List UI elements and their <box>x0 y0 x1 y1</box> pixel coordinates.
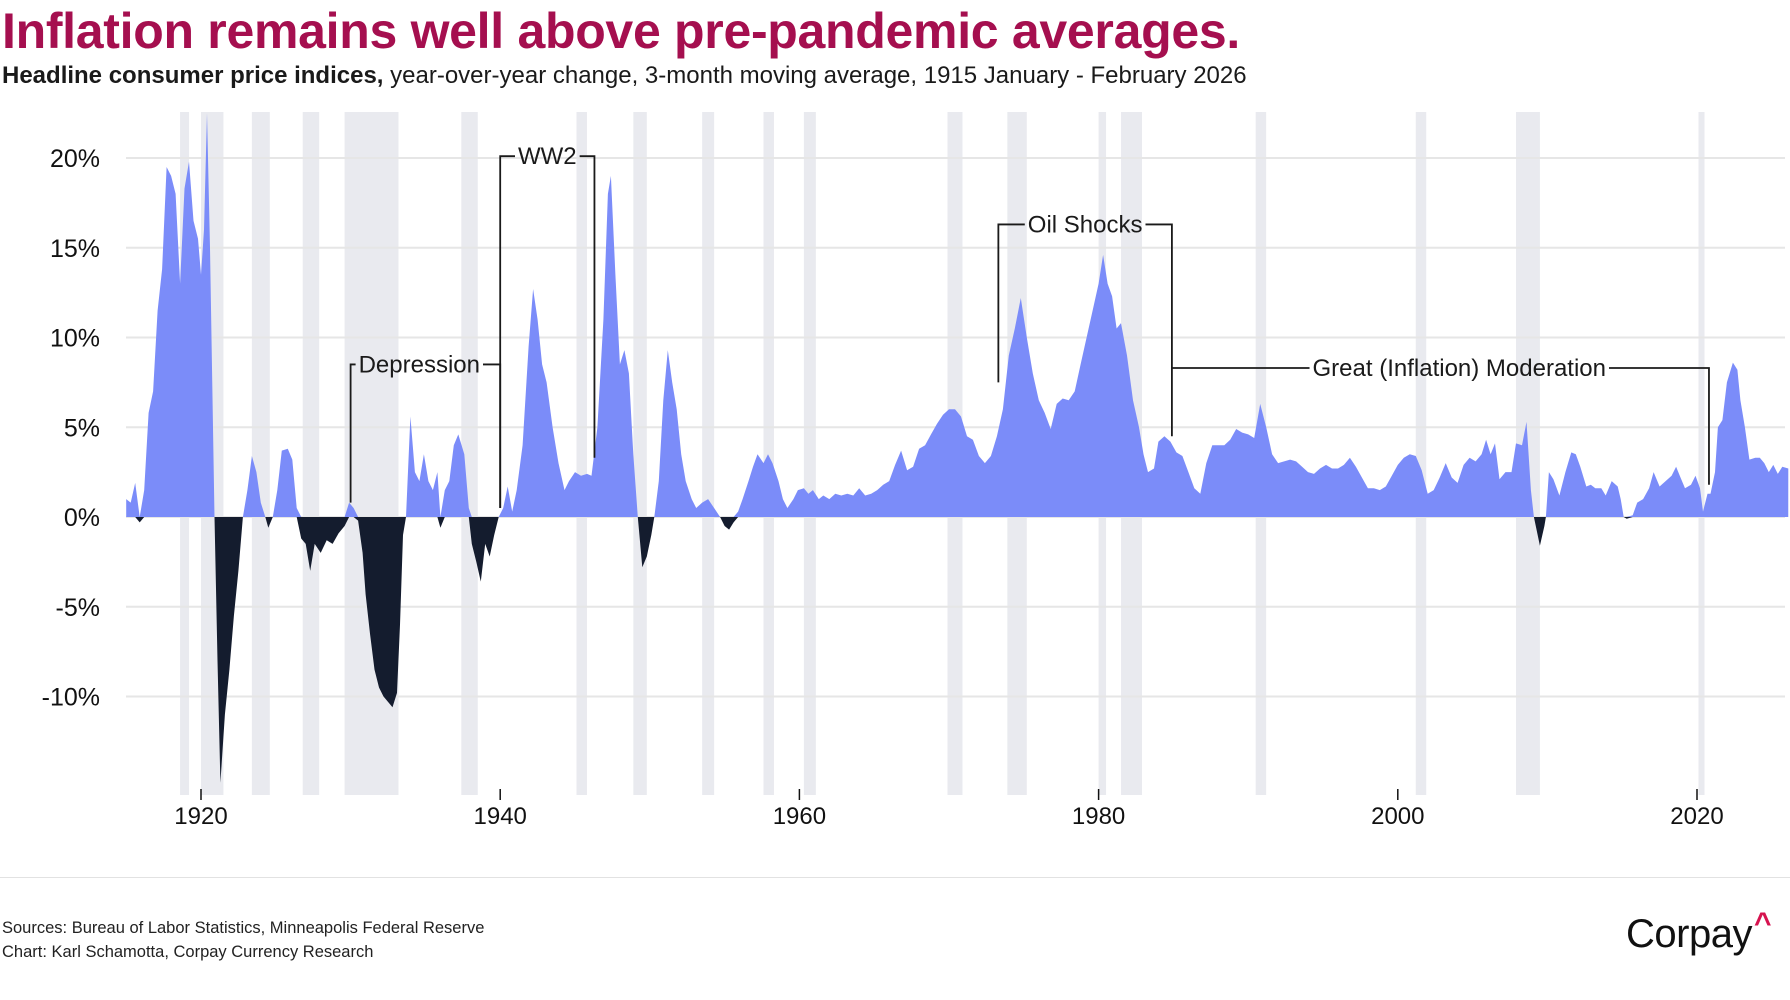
y-tick-label: 5% <box>64 414 100 442</box>
footer-divider <box>0 877 1790 878</box>
recession-band <box>633 112 647 795</box>
credit-text: Chart: Karl Schamotta, Corpay Currency R… <box>2 943 374 961</box>
y-tick-label: 10% <box>50 325 100 353</box>
recession-band <box>702 112 715 795</box>
annotation-bracket-left <box>499 155 515 509</box>
annotation-label: Depression <box>359 351 480 378</box>
recession-band <box>1415 112 1427 795</box>
x-tick-label: 1960 <box>773 803 826 830</box>
x-tick-label: 1980 <box>1072 803 1125 830</box>
logo-caret-icon: ^ <box>1753 907 1772 940</box>
x-axis: 1920 1940 1960 1980 2000 2020 <box>174 789 1724 830</box>
recession-bands <box>180 112 1705 795</box>
annotation-great-inflation-moderation: Great (Inflation) Moderation <box>1171 355 1710 485</box>
recession-band <box>576 112 587 795</box>
y-tick-label: 15% <box>50 235 100 263</box>
annotation-oil-shocks: Oil Shocks <box>997 211 1173 437</box>
y-axis: 20% 15% 10% 5% 0% -5% -10% <box>42 145 100 712</box>
chart-title: Inflation remains well above pre-pandemi… <box>2 3 1240 59</box>
subtitle-bold: Headline consumer price indices, <box>2 62 384 89</box>
annotations: Depression WW2 Oil Shocks Great (Inflation)… <box>349 143 1710 509</box>
annotation-bracket-right <box>1145 223 1173 437</box>
subtitle-rest: year-over-year change, 3-month moving av… <box>383 62 1247 89</box>
annotation-bracket-right <box>483 363 502 509</box>
positive-inflation-area <box>126 113 1789 517</box>
annotation-bracket-right <box>579 155 596 458</box>
x-tick-label: 2020 <box>1670 803 1723 830</box>
x-tick-label: 1920 <box>174 803 227 830</box>
chart-subtitle: Headline consumer price indices, year-ov… <box>2 62 1247 90</box>
inflation-area-chart: 20% 15% 10% 5% 0% -5% -10% 1920 1940 1960 1980 200… <box>42 112 1789 830</box>
sources-text: Sources: Bureau of Labor Statistics, Min… <box>2 919 485 937</box>
corpay-logo: Corpay^ <box>1626 907 1771 957</box>
area-series <box>126 113 1789 783</box>
annotation-bracket-left <box>997 223 1025 383</box>
annotation-label: Oil Shocks <box>1028 211 1143 238</box>
annotation-bracket-right <box>1609 367 1710 485</box>
annotation-label: WW2 <box>518 143 577 170</box>
logo-text: Corpay <box>1626 912 1752 956</box>
recession-band <box>803 112 816 795</box>
x-tick-label: 2000 <box>1371 803 1424 830</box>
y-tick-label: -5% <box>56 594 100 622</box>
recession-band <box>763 112 774 795</box>
annotation-bracket-left <box>349 363 356 503</box>
x-tick-label: 1940 <box>474 803 527 830</box>
y-tick-label: -10% <box>42 684 100 712</box>
annotation-label: Great (Inflation) Moderation <box>1313 355 1606 382</box>
recession-band <box>1698 112 1705 795</box>
recession-band <box>461 112 478 795</box>
footer-sources-block: Sources: Bureau of Labor Statistics, Min… <box>2 916 484 964</box>
recession-band <box>251 112 270 795</box>
y-tick-label: 0% <box>64 504 100 532</box>
annotation-depression: Depression <box>349 351 502 509</box>
annotation-ww2: WW2 <box>499 143 596 509</box>
y-tick-label: 20% <box>50 145 100 173</box>
recession-band <box>302 112 320 795</box>
